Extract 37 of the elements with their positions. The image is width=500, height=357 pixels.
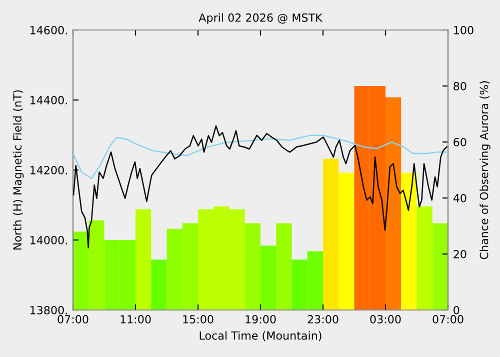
y-tick-label: 14400.: [30, 96, 67, 104]
y-tick-label: 14200.: [30, 166, 67, 174]
line-series: [73, 125, 448, 248]
x-tick-label: 19:00: [246, 315, 276, 324]
x-tick-label: 07:00: [432, 315, 464, 324]
bar: [401, 172, 417, 310]
bar: [386, 97, 402, 310]
bar: [416, 206, 432, 310]
y2-tick-label: 0: [454, 306, 460, 314]
bar: [432, 223, 448, 310]
x-tick-label: 15:00: [183, 315, 214, 324]
line-series: [73, 134, 448, 180]
x-axis-title: Local Time (Mountain): [200, 331, 322, 342]
bar: [276, 223, 292, 310]
y-tick-label: 13800.: [30, 306, 67, 314]
bar: [260, 246, 276, 310]
y2-tick-label: 40: [453, 194, 466, 202]
x-tick-label: 11:00: [120, 315, 151, 324]
y2-tick-label: 80: [454, 82, 466, 90]
y2-tick-label: 20: [454, 250, 466, 258]
y2-tick-label: 60: [454, 138, 466, 146]
y-tick-label: 14000.: [30, 236, 67, 244]
bar: [338, 172, 354, 310]
y2-tick-label: 100: [454, 26, 474, 34]
y-tick-label: 14600.: [30, 26, 67, 34]
bar: [73, 232, 89, 310]
chart-title: April 02 2026 @ MSTK: [198, 13, 323, 24]
x-tick-label: 03:00: [370, 315, 401, 324]
bar: [88, 220, 104, 310]
bar: [151, 260, 167, 310]
x-tick-label: 07:00: [58, 315, 88, 324]
x-tick-label: 23:00: [308, 315, 338, 324]
y2-axis-title: Chance of Observing Aurora (%): [480, 81, 490, 260]
bar: [323, 158, 339, 310]
bar: [244, 223, 260, 310]
bar: [136, 209, 152, 310]
y-axis-title: North (H) Magnetic Field (nT): [12, 90, 24, 250]
